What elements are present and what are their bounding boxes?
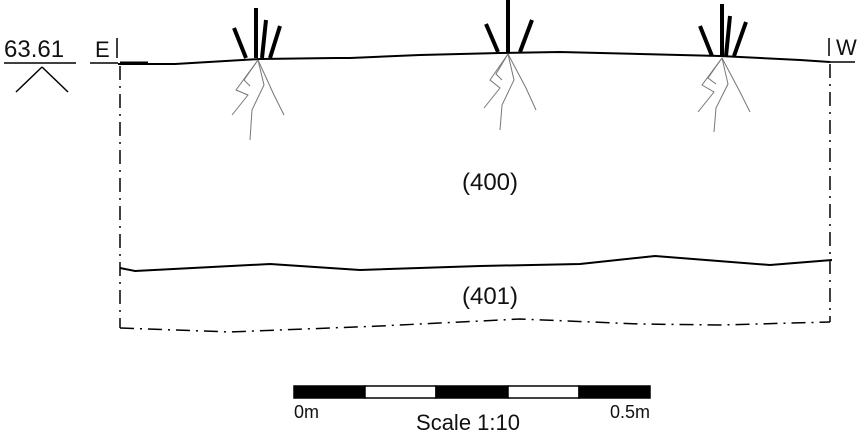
scale-bar: [293, 385, 651, 399]
scale-label: Scale 1:10: [416, 410, 520, 435]
plant: [697, 4, 751, 133]
datum-symbol: [15, 66, 43, 93]
ground-surface: [118, 50, 831, 65]
east-label: E: [95, 37, 110, 62]
layer-label: (401): [462, 283, 518, 310]
section-base: [119, 318, 831, 333]
layer-label: (400): [462, 169, 518, 196]
plant: [231, 8, 285, 141]
datum-label: 63.61: [4, 36, 64, 63]
datum-symbol: [41, 66, 69, 93]
plant: [483, 0, 537, 131]
scale-start: 0m: [294, 402, 319, 422]
scale-end: 0.5m: [610, 402, 650, 422]
west-label: W: [836, 35, 857, 60]
layer-boundary: [119, 254, 833, 273]
